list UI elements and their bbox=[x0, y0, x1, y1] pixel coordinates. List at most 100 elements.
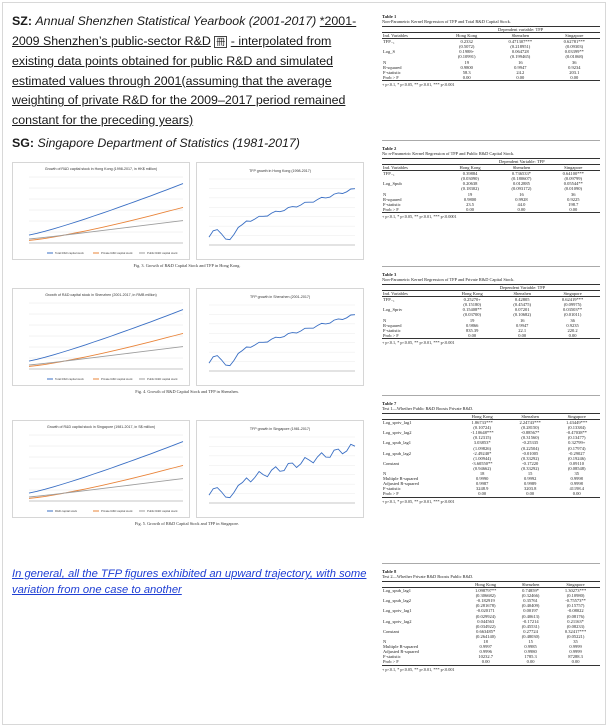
table-cell: F-statistic bbox=[383, 654, 401, 660]
table-row: Prob > F 0.00 0.00 0.00 bbox=[382, 491, 600, 498]
table-cell: TFP₋₁ bbox=[383, 171, 395, 177]
table-cell: 0.00 bbox=[457, 491, 507, 498]
table-8: Table 8 Test 2—Whether Private R&D Boosts… bbox=[382, 569, 600, 672]
regression-table: Dependent variable: TFP Ind. Variables Hon… bbox=[382, 25, 600, 81]
table-cell: 19 bbox=[467, 191, 473, 197]
table-row: (0.281678) (0.40409) (0.15757) bbox=[382, 603, 600, 608]
chart-title: Growth of R&D capital stock in Shenzhen … bbox=[45, 293, 156, 297]
significance-note: + p<0.1, * p<0.05, ** p<0.01, *** p<0.00… bbox=[382, 213, 457, 219]
table-cell: 2.24743*** bbox=[519, 420, 541, 426]
table-cell: 0.2332 bbox=[460, 39, 473, 45]
table-row: (1.09826) (0.22504) (0.17974) bbox=[382, 446, 600, 451]
legend-label: Public R&D capital stock bbox=[147, 509, 178, 513]
table-cell: 0.09110 bbox=[569, 460, 584, 466]
table-3: Table 3 Non-Parametric Kernel Regression … bbox=[382, 272, 600, 345]
table-cell: (1.00944) bbox=[473, 455, 491, 461]
table-row: F-statistic 58.3 24.2 203.1 bbox=[382, 70, 600, 75]
table-cell: (0.19246) bbox=[567, 455, 586, 461]
table-cell: 1785.3 bbox=[524, 654, 537, 660]
table-cell: 0.32799+ bbox=[568, 440, 586, 446]
table-cell: N bbox=[383, 59, 387, 65]
table-cell: 0.32417*** bbox=[564, 628, 587, 634]
table-cell: R-squared bbox=[383, 64, 402, 70]
table-cell: Adjusted R-squared bbox=[383, 481, 419, 487]
sg-label: SG: bbox=[12, 136, 35, 150]
series-line-0 bbox=[28, 309, 184, 362]
table-row: (0.306682) (0.32466) (0.10980) bbox=[382, 593, 600, 598]
table-cell: 0.00 bbox=[499, 332, 546, 339]
table-cell: (0.94662) bbox=[473, 465, 491, 471]
chart-title: TFP growth in Shenzhen (2001-2017) bbox=[250, 295, 310, 299]
legend-label: R&D capital stock bbox=[55, 509, 78, 513]
table-row: Log_S 0.1988+ 0.064728 0.03399** bbox=[382, 49, 600, 54]
table-cell: 3.03853* bbox=[473, 440, 491, 446]
table-cell: Log_Sprtv bbox=[383, 307, 403, 313]
table-cell: (1.09826) bbox=[473, 445, 491, 451]
tfp-chart-hk: TFP growth in Hong Kong (1998-2017) bbox=[196, 162, 364, 260]
header-row: Hong Kong Shenzhen Singapore bbox=[382, 580, 600, 589]
table-row: Prob > F 0.00 0.00 0.00 bbox=[382, 206, 600, 213]
table-row: Log_spub_lag1 1.098797** 0.74859* 1.30273**… bbox=[382, 588, 600, 594]
table-cell: 16 bbox=[519, 317, 525, 323]
significance-note: + p<0.1, * p<0.05, ** p<0.01, *** p<0.00… bbox=[382, 666, 455, 672]
table-cell: 35 bbox=[573, 639, 578, 645]
table-cell: (0.180607) bbox=[511, 176, 532, 182]
table-cell: Constant bbox=[383, 628, 400, 634]
table-cell: (0.264140) bbox=[475, 633, 496, 639]
table-cell: (0.17974) bbox=[567, 445, 586, 451]
table-cell: 0.9998 bbox=[570, 476, 583, 482]
table-cell: Prob > F bbox=[382, 491, 458, 498]
table-cell: (0.01068) bbox=[565, 54, 584, 60]
table-cell: 0.15408** bbox=[462, 307, 482, 313]
conclusion-link[interactable]: In general, all the TFP figures exhibite… bbox=[12, 568, 367, 596]
table-row: R-squared 0.9800 0.9928 0.9225 bbox=[382, 197, 600, 202]
table-cell: -0.75573** bbox=[565, 598, 586, 604]
table-cell: -0.182919 bbox=[476, 598, 495, 604]
table-row: F-statistic 10232.7 1785.3 87288.3 bbox=[382, 654, 600, 659]
table-cell: R-squared bbox=[383, 196, 402, 202]
table-subtitle: Test 1—Whether Public R&D Boosts Private… bbox=[382, 406, 474, 411]
table-row: (0.5072) (0.218951) (0.09303) bbox=[382, 44, 600, 49]
column-header: Hong Kong bbox=[457, 412, 507, 421]
table-cell: 0.9866 bbox=[465, 322, 479, 328]
table-cell: F-statistic bbox=[383, 327, 401, 333]
table-cell: 0.9997 bbox=[479, 644, 492, 650]
table-cell: 0.00 bbox=[441, 74, 493, 81]
table-cell: 0.1988+ bbox=[459, 49, 475, 55]
table-cell: 0.736533* bbox=[511, 171, 532, 177]
column-header: Hong Kong bbox=[441, 32, 493, 40]
table-cell: Prob > F bbox=[382, 659, 462, 666]
sz-note-link[interactable]: *2001-2009 Shenzhen’s public-sector R&D bbox=[12, 14, 357, 48]
table-cell: (0.08233) bbox=[566, 623, 585, 629]
table-cell: 0.9989 bbox=[523, 481, 537, 487]
column-header: Singapore bbox=[545, 290, 600, 298]
column-header: Shenzhen bbox=[492, 32, 549, 40]
column-header: Hong Kong bbox=[443, 164, 497, 172]
table-cell: (0.199465) bbox=[510, 54, 531, 60]
table-2: Table 2 No n-Parametric Kernel Regression… bbox=[382, 146, 600, 219]
table-cell: 0.03399** bbox=[564, 49, 584, 55]
figure-caption: Fig. 3. Growth of R&D Capital Stock and … bbox=[133, 263, 241, 268]
table-cell: 18 bbox=[483, 639, 488, 645]
table-cell: 0.00 bbox=[506, 491, 554, 498]
table-cell: -2.49240* bbox=[472, 450, 492, 456]
table-cell: 0.62781*** bbox=[563, 39, 585, 45]
table-row: (0.034922) (0.45531) (0.08233) bbox=[382, 624, 600, 629]
table-cell: -0.08022 bbox=[567, 608, 584, 614]
table-cell: 198.7 bbox=[568, 201, 579, 207]
table-cell: Multiple R-squared bbox=[383, 476, 419, 482]
legend-label: Private R&D capital stock bbox=[101, 251, 133, 255]
table-cell: 0.00 bbox=[546, 206, 600, 213]
comment-icon[interactable]: 冊 bbox=[214, 35, 228, 48]
table-cell: Log_spub_lag2 bbox=[383, 450, 411, 456]
table-cell: (0.03090) bbox=[461, 176, 479, 182]
table-cell: 19 bbox=[464, 59, 469, 65]
table-cell: 0.00 bbox=[461, 659, 511, 666]
table-title: Table 8 bbox=[382, 569, 397, 574]
table-cell: 0.9800 bbox=[460, 64, 473, 70]
table-cell: (0.33292) bbox=[521, 465, 539, 471]
regression-table: Hong Kong Shenzhen Singapore Log_sprtv_lag1… bbox=[382, 412, 600, 498]
table-cell: F-statistic bbox=[383, 486, 401, 492]
table-row: (1.00944) (0.33292) (0.19246) bbox=[382, 456, 600, 461]
chart-title: TFP growth in Singapore (1981-2017) bbox=[250, 427, 310, 431]
